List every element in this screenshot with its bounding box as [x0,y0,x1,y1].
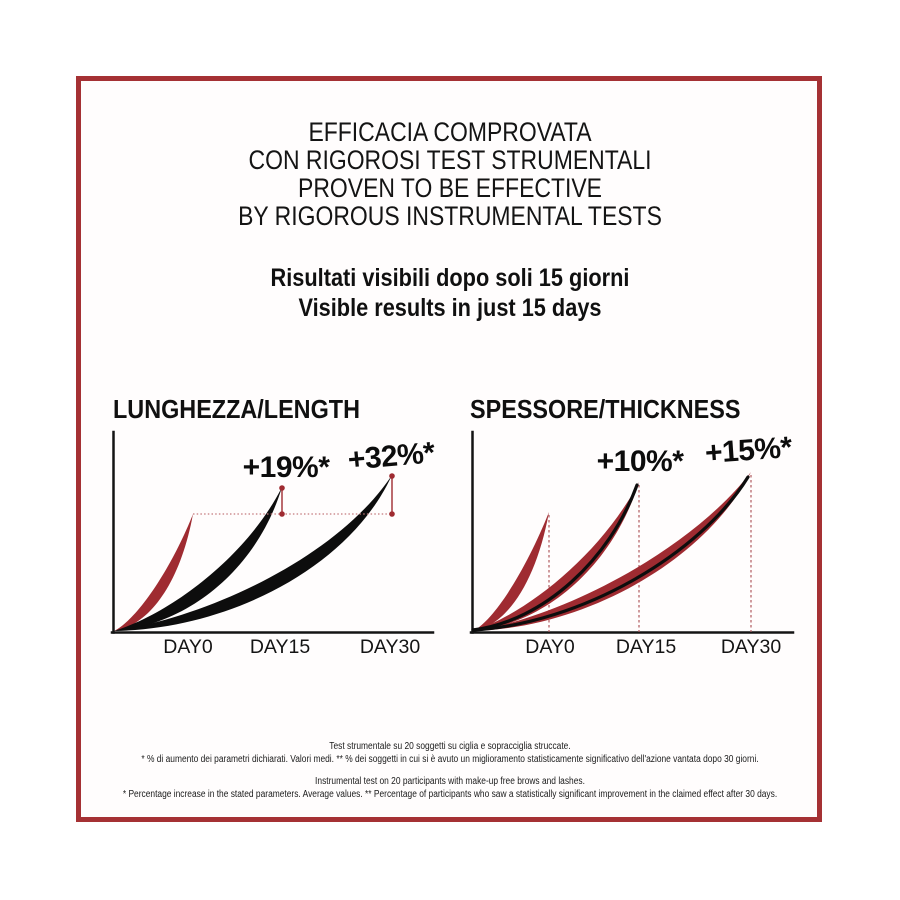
subtitle: Risultati visibili dopo soli 15 giorni V… [59,263,842,323]
length-day30-increase-label: +32%* [347,436,437,477]
footnote-italian: Test strumentale su 20 soggetti su cigli… [72,741,828,766]
length-tick-day0: DAY0 [163,636,213,658]
thickness-curve-day15-core [471,483,639,632]
title-line-3: PROVEN TO BE EFFECTIVE [298,173,602,203]
chart-title-thickness: SPESSORE/THICKNESS [470,394,741,424]
thickness-tick-day15: DAY15 [616,636,676,658]
footnote-it-line-2: * % di aumento dei parametri dichiarati.… [141,753,759,765]
thickness-curve-day0 [473,512,549,631]
length-day15-increase-label: +19%* [243,451,331,484]
length-tick-day30: DAY30 [360,636,420,658]
length-curve-day30 [114,475,392,631]
subtitle-line-en: Visible results in just 15 days [298,294,602,322]
thickness-chart: +10%* +15%* DAY0 DAY15 DAY30 [469,430,795,658]
thickness-tick-day30: DAY30 [721,636,781,658]
length-tick-day15: DAY15 [250,636,310,658]
thickness-curve-day30 [473,472,751,631]
length-day30-bottom-dot [389,511,395,517]
title-line-2: CON RIGOROSI TEST STRUMENTALI [248,145,652,175]
subtitle-line-it: Risultati visibili dopo soli 15 giorni [270,264,630,292]
red-border-frame [76,76,822,822]
title-line-4: BY RIGOROUS INSTRUMENTAL TESTS [238,201,662,231]
chart-title-length: LUNGHEZZA/LENGTH [113,394,360,424]
footnote-en-line-2: * Percentage increase in the stated para… [122,788,778,800]
length-day15-top-dot [279,485,285,491]
length-chart: +19%* +32%* DAY0 DAY15 DAY30 [110,430,437,658]
thickness-curve-day30-core [471,475,750,632]
length-curve-day0 [114,514,193,631]
thickness-day15-increase-label: +10%* [597,445,685,478]
title-line-1: EFFICACIA COMPROVATA [308,117,592,147]
footnote-en-line-1: Instrumental test on 20 participants wit… [315,776,585,787]
footnote-english: Instrumental test on 20 participants wit… [72,776,828,801]
main-title: EFFICACIA COMPROVATA CON RIGOROSI TEST S… [68,118,833,230]
footnote-it-line-1: Test strumentale su 20 soggetti su cigli… [329,741,571,752]
thickness-day30-increase-label: +15%* [704,431,794,470]
thickness-tick-day0: DAY0 [525,636,575,658]
length-day30-top-dot [389,473,395,479]
length-day15-bottom-dot [279,511,285,517]
